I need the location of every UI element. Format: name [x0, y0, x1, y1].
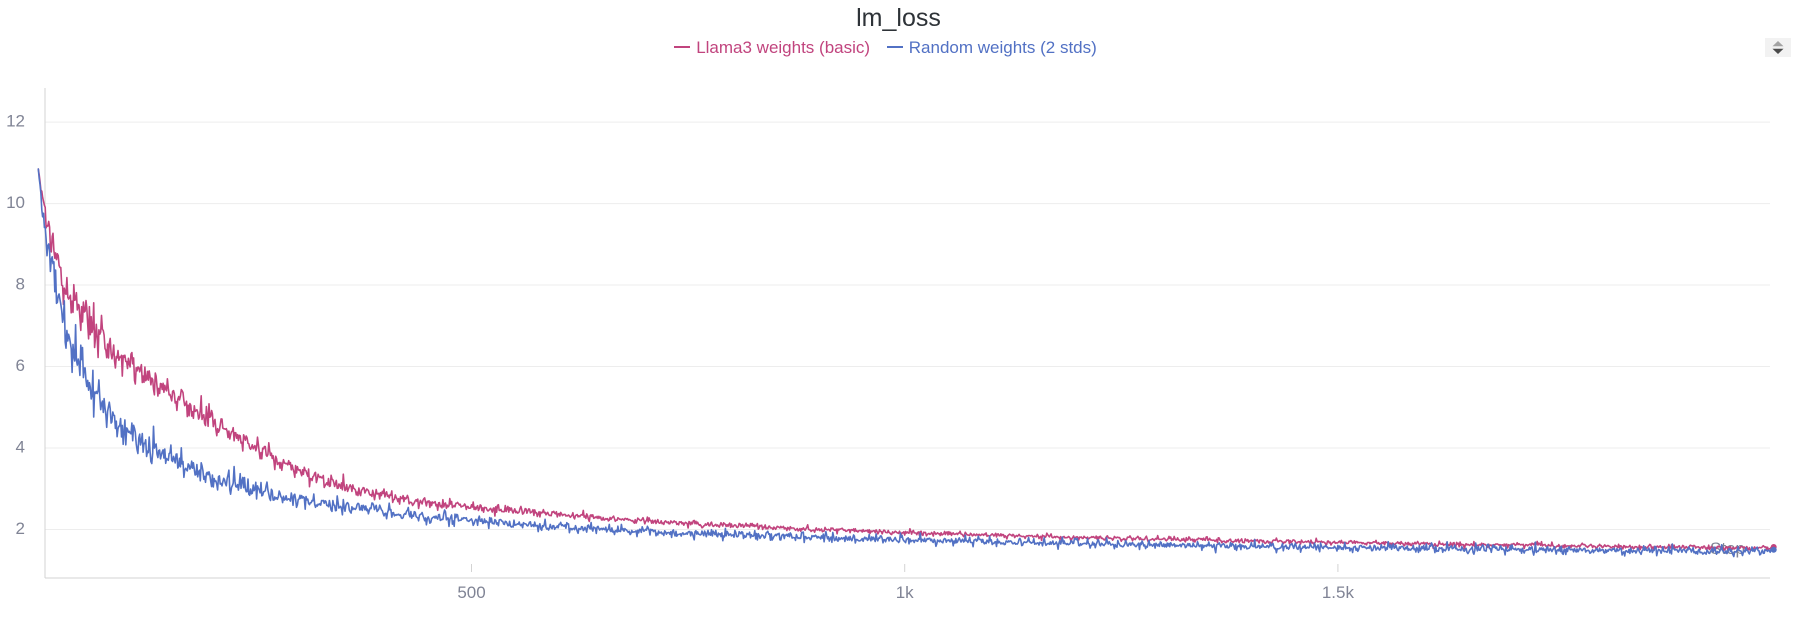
- svg-text:2: 2: [16, 519, 25, 538]
- svg-text:10: 10: [6, 193, 25, 212]
- svg-text:500: 500: [457, 583, 485, 602]
- svg-text:6: 6: [16, 356, 25, 375]
- svg-text:4: 4: [16, 437, 25, 456]
- svg-text:8: 8: [16, 274, 25, 293]
- svg-text:1k: 1k: [896, 583, 914, 602]
- svg-text:12: 12: [6, 112, 25, 131]
- svg-text:1.5k: 1.5k: [1322, 583, 1355, 602]
